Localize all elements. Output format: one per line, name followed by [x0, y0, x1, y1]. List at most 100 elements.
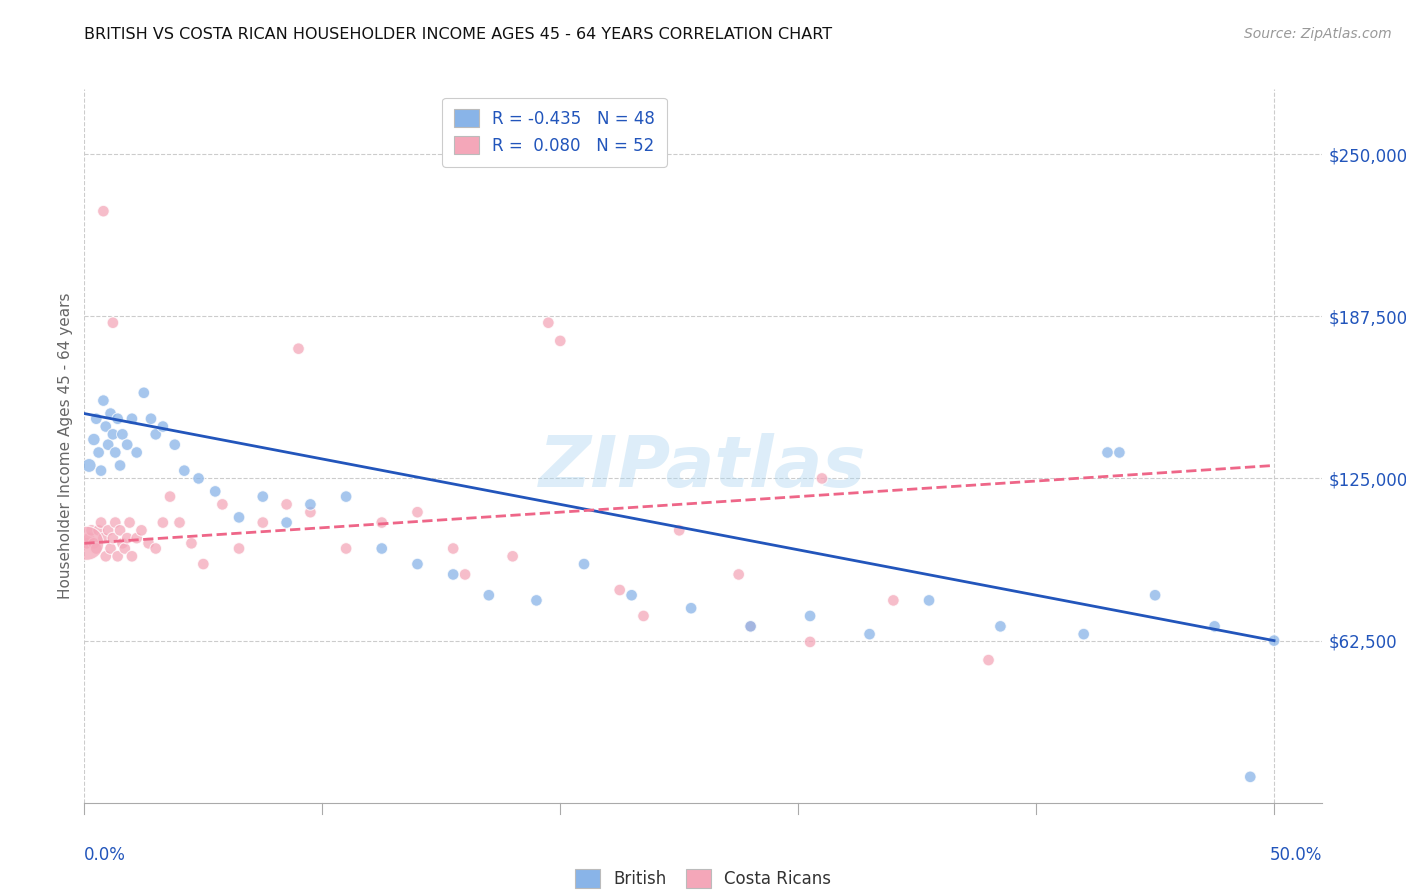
Point — [918, 593, 941, 607]
Point — [84, 411, 107, 425]
Point — [454, 567, 477, 582]
Point — [572, 557, 595, 571]
Point — [114, 541, 136, 556]
Point — [977, 653, 1000, 667]
Point — [1263, 633, 1285, 648]
Point — [990, 619, 1012, 633]
Point — [252, 516, 274, 530]
Point — [335, 541, 357, 556]
Point — [299, 497, 322, 511]
Text: Source: ZipAtlas.com: Source: ZipAtlas.com — [1244, 27, 1392, 41]
Point — [87, 445, 110, 459]
Point — [811, 471, 834, 485]
Point — [101, 531, 124, 545]
Point — [502, 549, 524, 564]
Point — [76, 536, 98, 550]
Point — [90, 464, 112, 478]
Point — [252, 490, 274, 504]
Point — [799, 635, 821, 649]
Point — [125, 531, 148, 545]
Point — [107, 411, 129, 425]
Point — [858, 627, 880, 641]
Point — [276, 497, 298, 511]
Point — [193, 557, 215, 571]
Point — [537, 316, 560, 330]
Point — [526, 593, 548, 607]
Point — [138, 536, 160, 550]
Point — [97, 438, 120, 452]
Point — [104, 445, 127, 459]
Point — [633, 609, 655, 624]
Point — [668, 524, 690, 538]
Point — [406, 505, 429, 519]
Point — [131, 524, 153, 538]
Point — [204, 484, 226, 499]
Point — [132, 385, 155, 400]
Point — [1204, 619, 1226, 633]
Point — [548, 334, 571, 348]
Point — [108, 458, 131, 473]
Point — [90, 516, 112, 530]
Point — [145, 541, 167, 556]
Point — [335, 490, 357, 504]
Point — [799, 609, 821, 624]
Point — [101, 427, 124, 442]
Point — [80, 524, 103, 538]
Point — [727, 567, 749, 582]
Point — [1144, 588, 1167, 602]
Point — [83, 536, 105, 550]
Point — [441, 567, 464, 582]
Point — [77, 531, 100, 545]
Point — [740, 619, 762, 633]
Point — [115, 531, 138, 545]
Point — [118, 516, 141, 530]
Point — [276, 516, 298, 530]
Point — [97, 524, 120, 538]
Point — [681, 601, 703, 615]
Point — [83, 433, 105, 447]
Point — [159, 490, 181, 504]
Point — [145, 427, 167, 442]
Text: 0.0%: 0.0% — [84, 846, 127, 863]
Text: ZIPatlas: ZIPatlas — [540, 433, 866, 502]
Point — [104, 516, 127, 530]
Point — [620, 588, 643, 602]
Point — [87, 524, 110, 538]
Point — [609, 582, 631, 597]
Point — [211, 497, 233, 511]
Point — [180, 536, 202, 550]
Point — [152, 516, 174, 530]
Point — [100, 541, 122, 556]
Text: 50.0%: 50.0% — [1270, 846, 1322, 863]
Point — [169, 516, 191, 530]
Point — [125, 445, 148, 459]
Point — [111, 427, 134, 442]
Point — [111, 536, 134, 550]
Point — [93, 531, 115, 545]
Point — [94, 419, 117, 434]
Y-axis label: Householder Income Ages 45 - 64 years: Householder Income Ages 45 - 64 years — [58, 293, 73, 599]
Point — [371, 541, 394, 556]
Point — [84, 541, 107, 556]
Point — [228, 541, 250, 556]
Point — [121, 411, 143, 425]
Point — [152, 419, 174, 434]
Point — [478, 588, 501, 602]
Point — [1239, 770, 1261, 784]
Point — [371, 516, 394, 530]
Point — [115, 438, 138, 452]
Text: BRITISH VS COSTA RICAN HOUSEHOLDER INCOME AGES 45 - 64 YEARS CORRELATION CHART: BRITISH VS COSTA RICAN HOUSEHOLDER INCOM… — [84, 27, 832, 42]
Point — [1108, 445, 1130, 459]
Point — [740, 619, 762, 633]
Point — [187, 471, 209, 485]
Point — [441, 541, 464, 556]
Point — [77, 458, 100, 473]
Point — [93, 393, 115, 408]
Point — [108, 524, 131, 538]
Point — [107, 549, 129, 564]
Point — [100, 407, 122, 421]
Point — [1097, 445, 1119, 459]
Point — [287, 342, 309, 356]
Point — [882, 593, 904, 607]
Point — [101, 316, 124, 330]
